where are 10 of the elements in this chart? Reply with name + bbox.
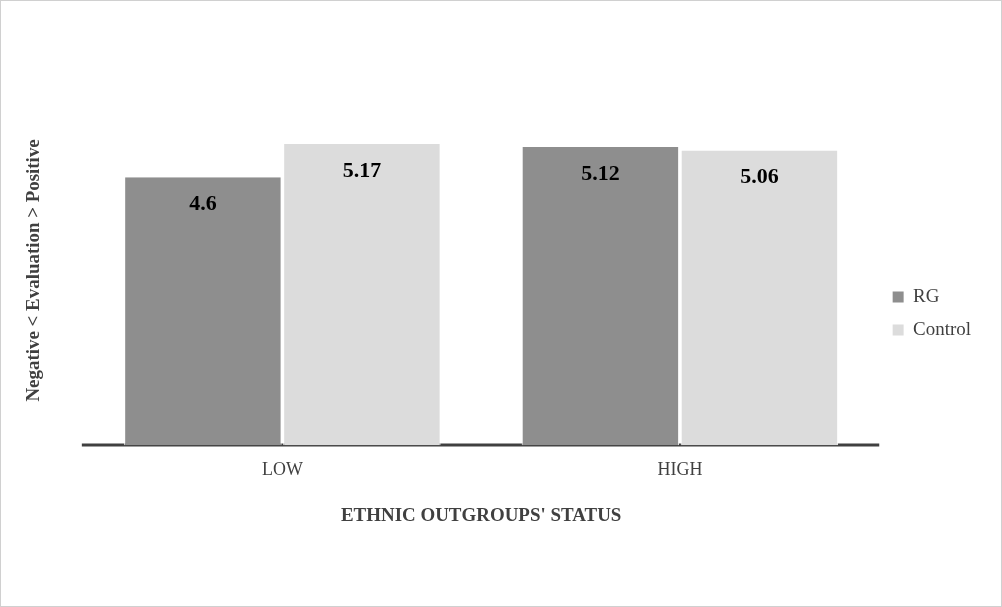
- data-label: 4.6: [189, 189, 217, 215]
- data-label: 5.17: [342, 156, 382, 182]
- legend-label: Control: [913, 317, 972, 339]
- x-tick-label: LOW: [261, 458, 303, 479]
- x-axis-title: ETHNIC OUTGROUPS' STATUS: [340, 503, 622, 525]
- legend-label: RG: [913, 285, 940, 306]
- data-label: 5.12: [581, 159, 620, 185]
- x-tick-label: HIGH: [657, 458, 703, 479]
- data-label: 5.06: [740, 163, 779, 189]
- y-axis-title: Negative < Evaluation > Positive: [22, 139, 44, 402]
